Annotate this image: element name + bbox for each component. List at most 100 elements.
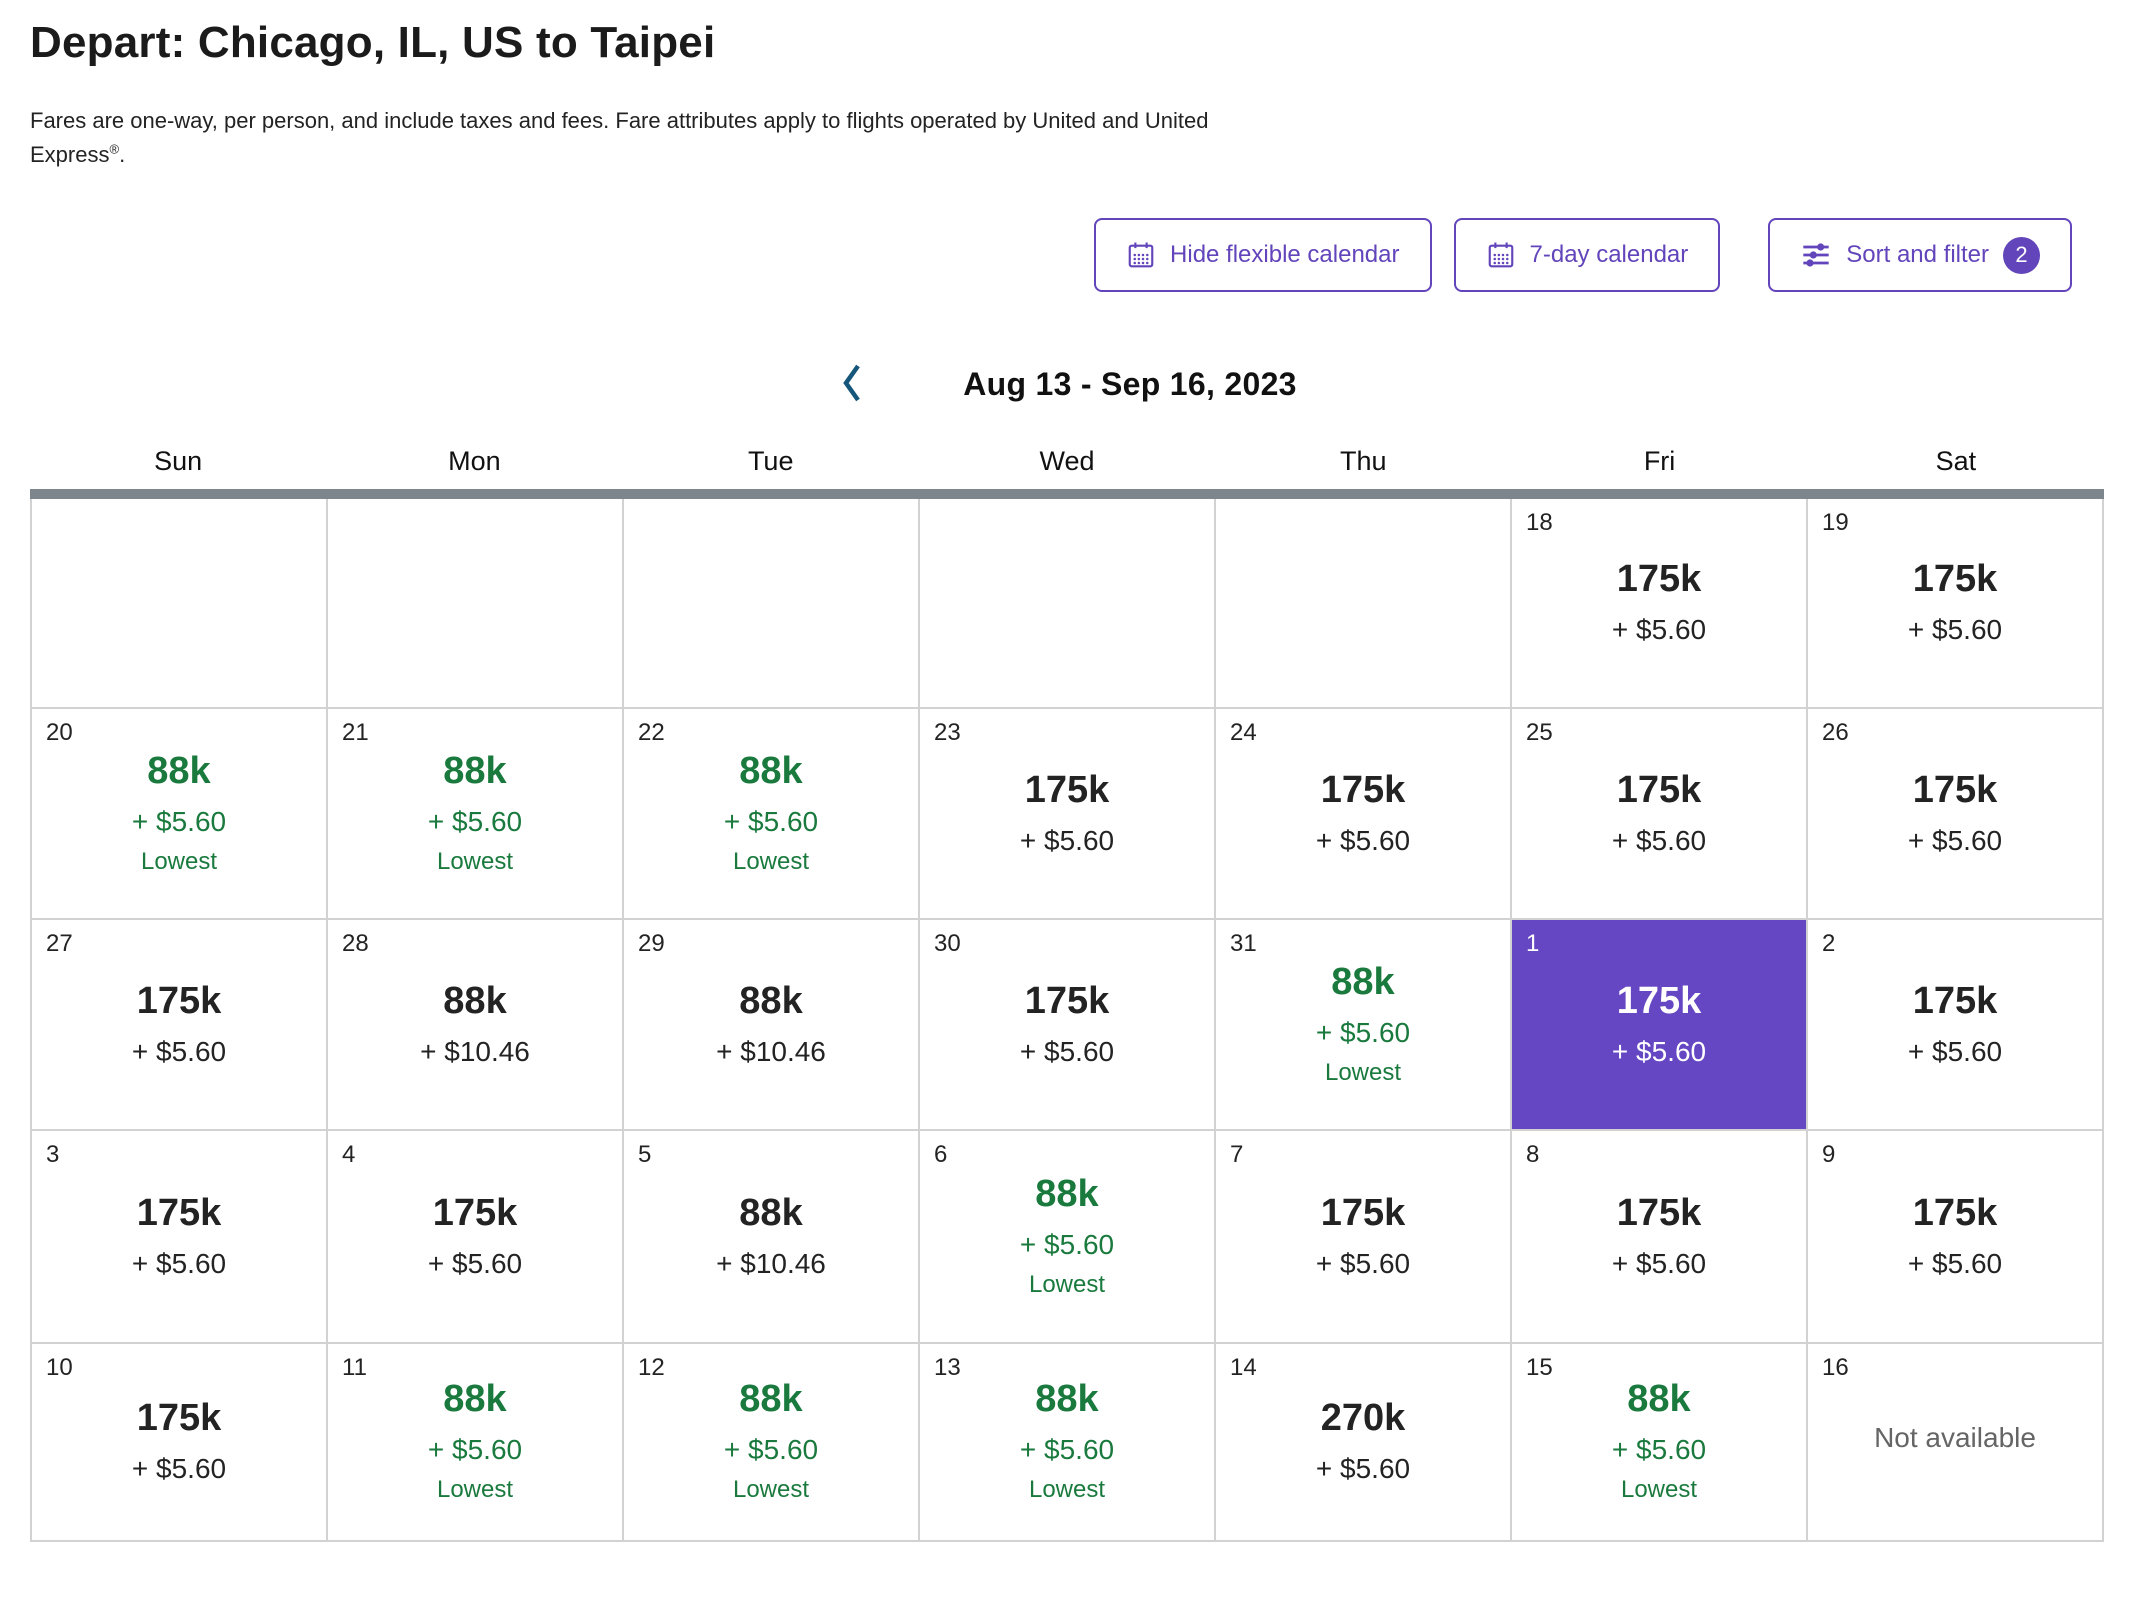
day-header-tue: Tue — [747, 446, 794, 476]
fare-block: 175k + $5.60 — [132, 1191, 226, 1279]
calendar-cell-day-5[interactable]: 5 88k + $10.46 — [624, 1131, 920, 1344]
fare-fee: + $10.46 — [420, 1035, 530, 1067]
day-number: 23 — [934, 719, 961, 746]
day-number: 22 — [638, 719, 665, 746]
chevron-left-icon — [837, 361, 867, 408]
lowest-fare-tag: Lowest — [732, 1476, 810, 1503]
fare-fee: + $5.60 — [131, 1035, 227, 1067]
fare-miles: 88k — [443, 749, 507, 792]
day-header-thu: Thu — [1340, 446, 1387, 476]
registered-mark: ® — [109, 141, 120, 157]
fare-block: 175k + $5.60 — [1908, 979, 2002, 1067]
calendar-cell-day-20[interactable]: 20 88k + $5.60 Lowest — [32, 709, 328, 920]
calendar-cell-day-30[interactable]: 30 175k + $5.60 — [920, 920, 1216, 1131]
calendar-cell-day-24[interactable]: 24 175k + $5.60 — [1216, 709, 1512, 920]
fare-block: 175k + $5.60 — [1316, 1191, 1410, 1279]
fare-fee: + $5.60 — [1907, 1035, 2003, 1067]
day-number: 25 — [1526, 719, 1553, 746]
fare-block: 88k + $5.60 Lowest — [1020, 1172, 1114, 1298]
calendar-cell-day-25[interactable]: 25 175k + $5.60 — [1512, 709, 1808, 920]
fare-fee: + $5.60 — [427, 805, 523, 837]
day-number: 4 — [342, 1141, 356, 1168]
fare-fee: + $5.60 — [1315, 824, 1411, 856]
fare-fee: + $5.60 — [1907, 1247, 2003, 1279]
fare-miles: 88k — [739, 979, 803, 1022]
fare-fee: + $5.60 — [1907, 614, 2003, 645]
calendar-cell-day-23[interactable]: 23 175k + $5.60 — [920, 709, 1216, 920]
fare-block: 88k + $5.60 Lowest — [428, 749, 522, 875]
calendar-cell-day-4[interactable]: 4 175k + $5.60 — [328, 1131, 624, 1344]
fare-miles: 175k — [1616, 979, 1702, 1022]
hide-flexible-calendar-button[interactable]: Hide flexible calendar — [1094, 218, 1432, 292]
fare-fee: + $5.60 — [1315, 1247, 1411, 1279]
calendar-cell-day-19[interactable]: 19 175k + $5.60 — [1808, 499, 2104, 709]
calendar-cell-day-9[interactable]: 9 175k + $5.60 — [1808, 1131, 2104, 1344]
fare-miles: 270k — [1320, 1397, 1406, 1439]
day-number: 30 — [934, 930, 961, 957]
lowest-fare-tag: Lowest — [140, 847, 218, 875]
calendar-cell-day-11[interactable]: 11 88k + $5.60 Lowest — [328, 1344, 624, 1542]
calendar-top-bar — [30, 489, 2104, 499]
fare-fee: + $5.60 — [723, 1434, 819, 1465]
toolbar: Hide flexible calendar 7-day calendar — [0, 218, 2072, 292]
calendar-navigation: Aug 13 - Sep 16, 2023 — [0, 362, 2134, 406]
day-number: 1 — [1526, 930, 1540, 957]
fare-fee: + $5.60 — [1611, 824, 1707, 856]
fare-block: 175k + $5.60 — [428, 1191, 522, 1279]
fare-block: 175k + $5.60 — [1908, 1191, 2002, 1279]
fare-miles: 88k — [1035, 1172, 1099, 1215]
calendar-cell-day-8[interactable]: 8 175k + $5.60 — [1512, 1131, 1808, 1344]
calendar-cell-day-29[interactable]: 29 88k + $10.46 — [624, 920, 920, 1131]
fare-calendar-grid: 18 175k + $5.60 19 175k + $5.60 20 88k + $5.60 Lo… — [30, 499, 2104, 1542]
calendar-cell-day-22[interactable]: 22 88k + $5.60 Lowest — [624, 709, 920, 920]
fare-fee: + $5.60 — [1611, 1247, 1707, 1279]
fare-fee: + $5.60 — [131, 805, 227, 837]
fare-block: 88k + $5.60 Lowest — [1612, 1377, 1706, 1503]
day-number: 7 — [1230, 1141, 1244, 1168]
day-header-wed: Wed — [1039, 446, 1095, 476]
calendar-cell-day-28[interactable]: 28 88k + $10.46 — [328, 920, 624, 1131]
seven-day-calendar-label: 7-day calendar — [1529, 241, 1689, 268]
day-number: 12 — [638, 1354, 665, 1381]
calendar-cell-day-18[interactable]: 18 175k + $5.60 — [1512, 499, 1808, 709]
calendar-cell-day-14[interactable]: 14 270k + $5.60 — [1216, 1344, 1512, 1542]
fare-block: 88k + $5.60 Lowest — [132, 749, 226, 875]
hide-flexible-calendar-label: Hide flexible calendar — [1170, 241, 1400, 268]
day-number: 28 — [342, 930, 369, 957]
filter-count-badge: 2 — [2003, 236, 2040, 274]
fare-miles: 175k — [136, 1191, 222, 1234]
day-number: 9 — [1822, 1141, 1836, 1168]
calendar-cell-day-15[interactable]: 15 88k + $5.60 Lowest — [1512, 1344, 1808, 1542]
calendar-cell-day-7[interactable]: 7 175k + $5.60 — [1216, 1131, 1512, 1344]
calendar-cell-day-12[interactable]: 12 88k + $5.60 Lowest — [624, 1344, 920, 1542]
fare-miles: 175k — [1912, 979, 1998, 1022]
fare-block: 175k + $5.60 — [1020, 768, 1114, 856]
fare-disclaimer-period: . — [119, 142, 126, 167]
day-number: 18 — [1526, 509, 1553, 536]
fare-miles: 175k — [1320, 768, 1406, 811]
calendar-cell-day-26[interactable]: 26 175k + $5.60 — [1808, 709, 2104, 920]
calendar-cell-day-31[interactable]: 31 88k + $5.60 Lowest — [1216, 920, 1512, 1131]
day-number: 19 — [1822, 509, 1849, 536]
fare-miles: 88k — [147, 749, 211, 792]
lowest-fare-tag: Lowest — [1324, 1058, 1402, 1086]
calendar-cell-day-13[interactable]: 13 88k + $5.60 Lowest — [920, 1344, 1216, 1542]
calendar-cell-day-6[interactable]: 6 88k + $5.60 Lowest — [920, 1131, 1216, 1344]
lowest-fare-tag: Lowest — [1028, 1476, 1106, 1503]
calendar-cell-day-1[interactable]: 1 175k + $5.60 — [1512, 920, 1808, 1131]
fare-block: 175k + $5.60 — [1908, 557, 2002, 645]
calendar-cell-day-27[interactable]: 27 175k + $5.60 — [32, 920, 328, 1131]
calendar-cell-day-3[interactable]: 3 175k + $5.60 — [32, 1131, 328, 1344]
fare-fee: + $5.60 — [1907, 824, 2003, 856]
day-number: 16 — [1822, 1354, 1849, 1381]
calendar-cell-day-21[interactable]: 21 88k + $5.60 Lowest — [328, 709, 624, 920]
sort-and-filter-button[interactable]: Sort and filter 2 — [1768, 218, 2072, 292]
previous-period-button[interactable] — [837, 361, 867, 408]
calendar-cell-day-10[interactable]: 10 175k + $5.60 — [32, 1344, 328, 1542]
calendar-cell-day-2[interactable]: 2 175k + $5.60 — [1808, 920, 2104, 1131]
fare-miles: 88k — [443, 1378, 507, 1420]
day-header-fri: Fri — [1643, 446, 1676, 476]
fare-miles: 175k — [1616, 558, 1702, 600]
fare-fee: + $5.60 — [1611, 614, 1707, 645]
seven-day-calendar-button[interactable]: 7-day calendar — [1453, 218, 1721, 292]
